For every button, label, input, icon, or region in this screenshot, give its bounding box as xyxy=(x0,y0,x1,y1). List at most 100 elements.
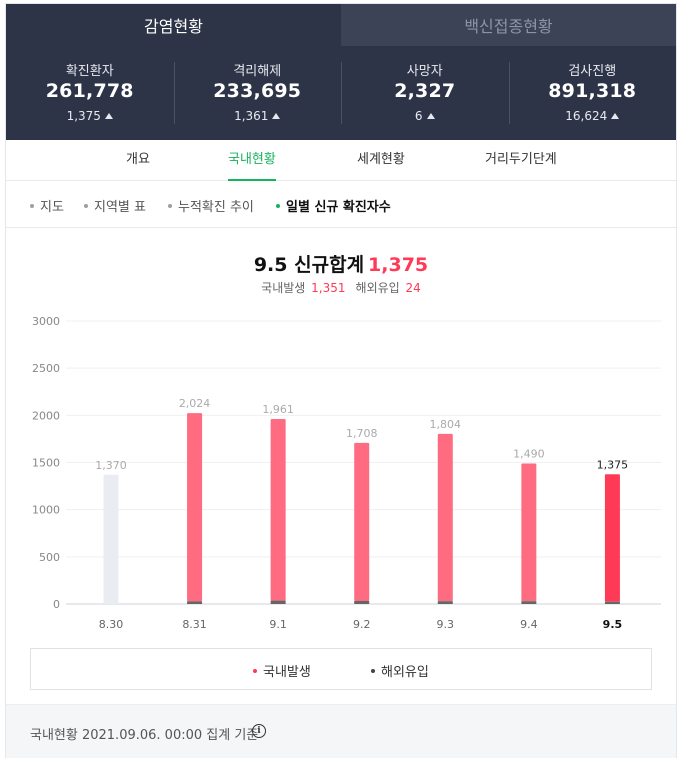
x-tick-label: 8.30 xyxy=(99,618,124,631)
bullet-icon xyxy=(30,204,34,208)
bar-overseas xyxy=(521,601,537,604)
stat-value: 233,695 xyxy=(213,80,302,102)
bar-domestic xyxy=(103,474,119,604)
stat-label: 사망자 xyxy=(406,64,443,79)
x-tick-label: 9.2 xyxy=(353,618,371,631)
data-label: 1,370 xyxy=(95,459,127,472)
stat-label: 검사진행 xyxy=(568,64,617,79)
stat-deaths: 사망자 2,327 6 xyxy=(341,46,509,140)
chart-subline: 국내발생 1,351 해외유입 24 xyxy=(6,279,676,296)
bar-domestic xyxy=(437,433,453,602)
y-tick-label: 2000 xyxy=(32,409,60,422)
stat-testing: 검사진행 891,318 16,624 xyxy=(508,46,677,140)
legend-domestic[interactable]: 국내발생 xyxy=(253,661,311,680)
bar-domestic xyxy=(354,442,370,601)
tab-infection-status[interactable]: 감염현황 xyxy=(6,4,341,46)
data-label: 1,804 xyxy=(430,418,462,431)
data-label: 2,024 xyxy=(179,397,211,410)
bar-overseas xyxy=(270,600,286,604)
view-cumulative-trend[interactable]: 누적확진 추이 xyxy=(168,196,254,215)
tab-world[interactable]: 세계현황 xyxy=(357,152,405,167)
stat-released: 격리해제 233,695 1,361 xyxy=(173,46,342,140)
data-label: 1,961 xyxy=(262,403,294,416)
tab-domestic[interactable]: 국내현황 xyxy=(228,140,276,181)
bar-overseas xyxy=(354,600,370,604)
overseas-label: 해외유입 xyxy=(355,281,400,295)
y-tick-label: 2500 xyxy=(32,362,60,375)
bullet-icon xyxy=(84,204,88,208)
overseas-count: 24 xyxy=(405,281,421,295)
stat-delta: 1,375 xyxy=(6,109,174,123)
bullet-icon xyxy=(168,204,172,208)
stat-label: 격리해제 xyxy=(233,64,282,79)
legend-dot-icon xyxy=(371,669,375,673)
view-daily-new[interactable]: 일별 신규 확진자수 xyxy=(276,196,391,215)
view-label: 지역별 표 xyxy=(94,200,146,215)
bar-overseas xyxy=(604,601,620,604)
stat-delta-value: 6 xyxy=(414,109,423,123)
up-arrow-icon xyxy=(104,113,113,119)
daily-cases-chart: 0 500 1000 1500 2000 2500 3000 1,370 8.30 2,024 8.… xyxy=(32,315,661,631)
x-tick-label: 8.31 xyxy=(182,618,207,631)
chart-legend: 국내발생 해외유입 xyxy=(30,648,652,690)
headline-label: 신규합계 xyxy=(294,254,365,276)
top-tabs: 감염현황 백신접종현황 xyxy=(6,4,676,46)
stat-delta: 6 xyxy=(341,109,509,123)
covid-status-panel: 감염현황 백신접종현황 확진환자 261,778 1,375 격리해제 233,… xyxy=(5,3,677,758)
domestic-count: 1,351 xyxy=(311,281,346,295)
chart-headline: 9.5 신규합계 1,375 xyxy=(6,250,676,277)
data-label: 1,375 xyxy=(597,458,629,471)
stat-delta-value: 16,624 xyxy=(565,109,608,123)
stat-value: 2,327 xyxy=(394,80,456,102)
up-arrow-icon xyxy=(272,113,281,119)
bar-domestic xyxy=(187,413,203,602)
view-map[interactable]: 지도 xyxy=(30,196,64,215)
up-arrow-icon xyxy=(611,113,620,119)
footer-text: 국내현황 2021.09.06. 00:00 집계 기준 xyxy=(30,728,259,743)
headline-date: 9.5 xyxy=(253,254,288,276)
legend-dot-icon xyxy=(253,669,257,673)
y-tick-label: 1500 xyxy=(32,457,60,470)
bar-domestic xyxy=(521,463,537,602)
sub-tabs: 개요 국내현황 세계현황 거리두기단계 xyxy=(6,140,676,181)
data-label: 1,490 xyxy=(513,447,545,460)
legend-overseas[interactable]: 해외유입 xyxy=(371,661,429,680)
y-tick-label: 500 xyxy=(39,551,60,564)
tab-vaccination-status[interactable]: 백신접종현황 xyxy=(341,4,676,46)
x-tick-label: 9.1 xyxy=(269,618,287,631)
y-tick-label: 0 xyxy=(53,598,60,611)
legend-label: 국내발생 xyxy=(263,665,311,680)
legend-label: 해외유입 xyxy=(381,665,429,680)
bar-overseas xyxy=(437,601,453,604)
x-tick-label: 9.4 xyxy=(520,618,538,631)
x-tick-label: 9.5 xyxy=(603,618,623,631)
stat-delta-value: 1,361 xyxy=(234,109,269,123)
stat-delta: 1,361 xyxy=(174,109,342,123)
y-tick-label: 1000 xyxy=(32,504,60,517)
stat-value: 891,318 xyxy=(548,80,637,102)
stat-confirmed: 확진환자 261,778 1,375 xyxy=(6,46,174,140)
headline-total: 1,375 xyxy=(368,254,429,276)
stat-delta-value: 1,375 xyxy=(66,109,101,123)
up-arrow-icon xyxy=(426,113,435,119)
tab-overview[interactable]: 개요 xyxy=(126,152,150,167)
bar-domestic xyxy=(270,419,286,601)
summary-stats: 확진환자 261,778 1,375 격리해제 233,695 1,361 사망… xyxy=(6,46,676,140)
view-region-table[interactable]: 지역별 표 xyxy=(84,196,146,215)
view-label: 누적확진 추이 xyxy=(178,200,254,215)
stat-delta: 16,624 xyxy=(509,109,677,123)
x-tick-label: 9.3 xyxy=(437,618,455,631)
info-icon[interactable]: i xyxy=(252,724,266,738)
tab-distancing-level[interactable]: 거리두기단계 xyxy=(485,152,557,167)
view-tabs: 지도 지역별 표 누적확진 추이 일별 신규 확진자수 xyxy=(6,181,676,228)
bullet-icon xyxy=(276,204,280,208)
bar-overseas xyxy=(187,601,203,604)
view-label: 일별 신규 확진자수 xyxy=(286,200,391,215)
data-label: 1,708 xyxy=(346,427,378,440)
domestic-label: 국내발생 xyxy=(261,281,306,295)
stat-value: 261,778 xyxy=(45,80,134,102)
stat-label: 확진환자 xyxy=(65,64,114,79)
y-tick-label: 3000 xyxy=(32,315,60,328)
view-label: 지도 xyxy=(40,200,64,215)
bar-domestic xyxy=(604,474,620,602)
